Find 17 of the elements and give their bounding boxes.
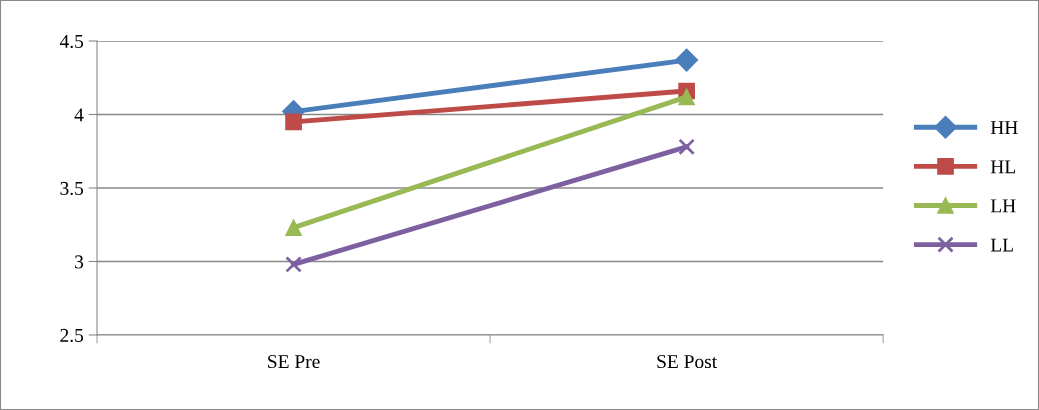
legend-label: LH (990, 199, 1016, 213)
point (675, 48, 699, 72)
y-tick-label: 4.5 (59, 34, 84, 49)
y-tick-label: 3 (75, 255, 84, 269)
point (285, 113, 302, 131)
legend-label: LL (990, 238, 1013, 252)
y-tick-label: 2.5 (60, 328, 84, 342)
point (678, 138, 695, 156)
x-tick-label: SE Pre (268, 355, 320, 369)
legend-label: HL (990, 160, 1016, 174)
y-tick-label: 4 (74, 108, 84, 122)
x-tick-label: SE Post (657, 355, 718, 369)
y-tick-label: 3.5 (60, 181, 84, 196)
legend-label: HH (990, 121, 1018, 135)
point (285, 256, 302, 273)
point (678, 88, 695, 106)
point (285, 219, 302, 237)
